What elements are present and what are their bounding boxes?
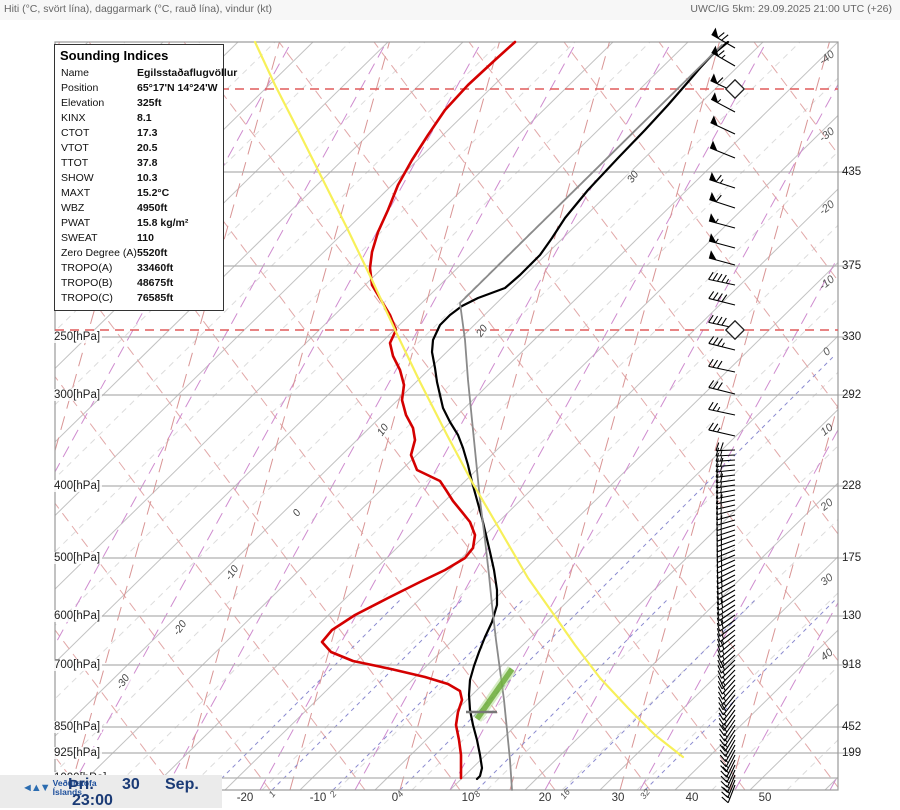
indices-row: TROPO(C)76585ft xyxy=(55,291,223,306)
index-label: Name xyxy=(61,66,137,81)
index-value: 15.8 kg/m² xyxy=(137,216,188,231)
index-label: CTOT xyxy=(61,126,137,141)
height-label: 292 xyxy=(842,389,861,401)
height-label: 918 xyxy=(842,659,861,671)
index-value: 5520ft xyxy=(137,246,167,261)
pressure-label: 700[hPa] xyxy=(52,659,102,671)
wind-barb-column xyxy=(709,28,735,803)
temp-axis-label: -10 xyxy=(310,792,327,804)
pressure-label: 300[hPa] xyxy=(52,389,102,401)
indices-row: TROPO(A)33460ft xyxy=(55,261,223,276)
index-value: 15.2°C xyxy=(137,186,169,201)
index-label: Position xyxy=(61,81,137,96)
index-value: 65°17'N 14°24'W xyxy=(137,81,218,96)
pressure-label: 850[hPa] xyxy=(52,721,102,733)
pressure-label: 250[hPa] xyxy=(52,331,102,343)
index-label: WBZ xyxy=(61,201,137,216)
temp-axis-label: 20 xyxy=(539,792,552,804)
indices-row: Zero Degree (A)5520ft xyxy=(55,246,223,261)
height-label: 199 xyxy=(842,747,861,759)
height-label: 175 xyxy=(842,552,861,564)
index-label: TROPO(C) xyxy=(61,291,137,306)
index-value: 325ft xyxy=(137,96,162,111)
index-value: Egilsstaðaflugvöllur xyxy=(137,66,237,81)
height-label: 330 xyxy=(842,331,861,343)
index-label: PWAT xyxy=(61,216,137,231)
temp-axis-label: 40 xyxy=(686,792,699,804)
index-value: 20.5 xyxy=(137,141,157,156)
footer-month: Sep. xyxy=(165,776,199,794)
index-value: 10.3 xyxy=(137,171,157,186)
pressure-label: 925[hPa] xyxy=(52,747,102,759)
height-label: 452 xyxy=(842,721,861,733)
index-label: TROPO(A) xyxy=(61,261,137,276)
index-label: Elevation xyxy=(61,96,137,111)
index-value: 37.8 xyxy=(137,156,157,171)
temp-axis-label: -20 xyxy=(237,792,254,804)
logo-arrows-icon: ◄▲▼ xyxy=(22,782,49,794)
footer-date: 30 xyxy=(122,776,140,794)
pressure-label: 600[hPa] xyxy=(52,610,102,622)
temp-axis-label: 50 xyxy=(759,792,772,804)
index-label: SWEAT xyxy=(61,231,137,246)
pressure-label: 500[hPa] xyxy=(52,552,102,564)
index-value: 4950ft xyxy=(137,201,167,216)
index-value: 17.3 xyxy=(137,126,157,141)
height-label: 130 xyxy=(842,610,861,622)
index-label: TROPO(B) xyxy=(61,276,137,291)
index-label: VTOT xyxy=(61,141,137,156)
pressure-label: 400[hPa] xyxy=(52,480,102,492)
indices-title: Sounding Indices xyxy=(55,47,223,66)
tropopause-marker-icon xyxy=(726,80,744,98)
index-label: KINX xyxy=(61,111,137,126)
index-value: 8.1 xyxy=(137,111,152,126)
index-label: TTOT xyxy=(61,156,137,171)
height-label: 375 xyxy=(842,260,861,272)
index-label: Zero Degree (A) xyxy=(61,246,137,261)
index-label: SHOW xyxy=(61,171,137,186)
index-label: MAXT xyxy=(61,186,137,201)
footer-time: 23:00 xyxy=(72,792,113,810)
indices-row: TROPO(B)48675ft xyxy=(55,276,223,291)
index-value: 48675ft xyxy=(137,276,173,291)
index-value: 76585ft xyxy=(137,291,173,306)
index-value: 110 xyxy=(137,231,154,246)
curve-temperature xyxy=(432,42,728,779)
height-label: 228 xyxy=(842,480,861,492)
height-label: 435 xyxy=(842,166,861,178)
index-value: 33460ft xyxy=(137,261,173,276)
temp-axis-label: 30 xyxy=(612,792,625,804)
